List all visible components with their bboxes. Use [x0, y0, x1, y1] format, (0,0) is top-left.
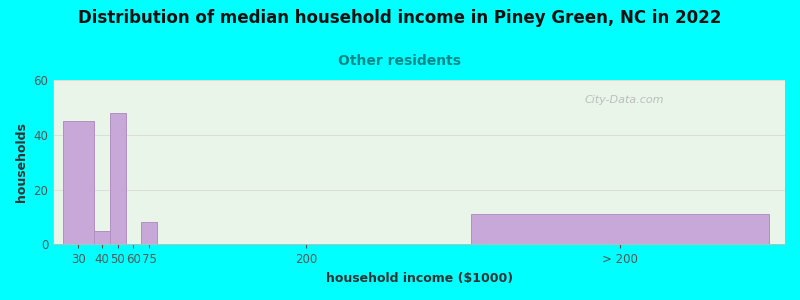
Bar [62, 121, 94, 244]
Bar [110, 113, 126, 244]
Text: City-Data.com: City-Data.com [584, 95, 664, 105]
Text: Distribution of median household income in Piney Green, NC in 2022: Distribution of median household income … [78, 9, 722, 27]
Bar [94, 231, 110, 244]
Text: Other residents: Other residents [338, 54, 462, 68]
Y-axis label: households: households [15, 122, 28, 202]
Bar [142, 223, 157, 244]
X-axis label: household income ($1000): household income ($1000) [326, 272, 513, 285]
Bar [471, 214, 770, 244]
